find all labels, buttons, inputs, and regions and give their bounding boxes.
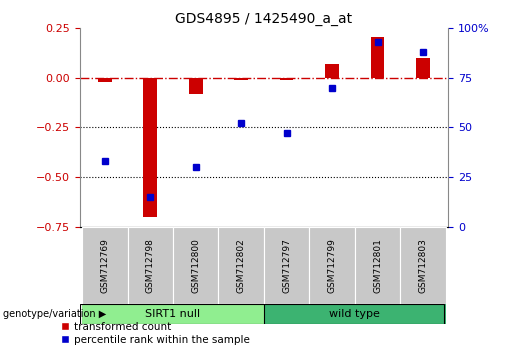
Bar	[218, 227, 264, 304]
Bar	[144, 78, 157, 217]
Text: GSM712798: GSM712798	[146, 238, 155, 293]
Text: GSM712799: GSM712799	[328, 238, 337, 293]
Bar	[234, 78, 248, 80]
Text: GSM712769: GSM712769	[100, 238, 109, 293]
Bar	[325, 64, 339, 78]
Text: GSM712803: GSM712803	[419, 238, 427, 293]
Bar	[371, 37, 384, 78]
Title: GDS4895 / 1425490_a_at: GDS4895 / 1425490_a_at	[176, 12, 352, 26]
Bar	[310, 227, 355, 304]
Bar	[82, 227, 128, 304]
Bar	[173, 227, 218, 304]
Bar	[355, 227, 400, 304]
Text: GSM712801: GSM712801	[373, 238, 382, 293]
Bar	[264, 227, 310, 304]
Bar	[416, 58, 430, 78]
Text: wild type: wild type	[330, 309, 380, 319]
Bar	[400, 227, 446, 304]
Bar	[98, 78, 112, 82]
Bar	[280, 78, 294, 80]
Bar	[264, 304, 446, 324]
Text: SIRT1 null: SIRT1 null	[145, 309, 200, 319]
Text: genotype/variation ▶: genotype/variation ▶	[3, 309, 106, 319]
Bar	[189, 78, 202, 94]
Legend: transformed count, percentile rank within the sample: transformed count, percentile rank withi…	[57, 317, 254, 349]
Bar	[128, 227, 173, 304]
Text: GSM712797: GSM712797	[282, 238, 291, 293]
Bar	[82, 304, 264, 324]
Text: GSM712800: GSM712800	[191, 238, 200, 293]
Text: GSM712802: GSM712802	[237, 238, 246, 293]
